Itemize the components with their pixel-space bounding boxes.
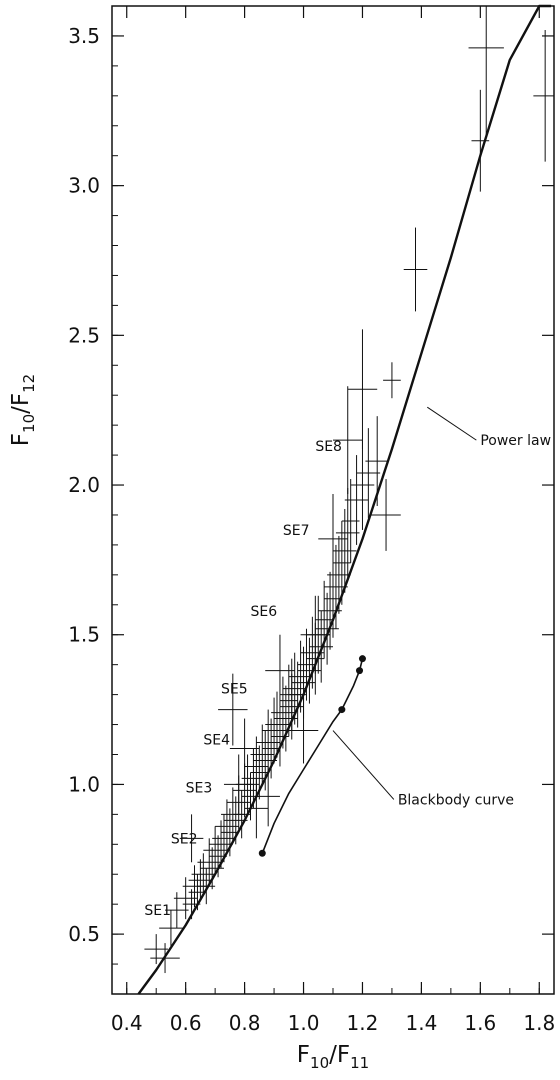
annotation-label: SE6 xyxy=(250,604,277,620)
y-tick-label: 0.5 xyxy=(68,922,100,946)
x-axis-ticks: 0.4 0.6 0.8 1.0 1.2 1.4 1.6 1.8 xyxy=(111,6,555,1035)
y-tick-label: 1.5 xyxy=(68,623,100,647)
blackbody-marker xyxy=(358,655,366,663)
measurement-point xyxy=(215,799,239,854)
measurement-errorbars xyxy=(144,6,554,974)
measurement-point xyxy=(159,910,183,947)
x-tick-label: 0.6 xyxy=(170,1011,202,1035)
measurement-point xyxy=(333,386,363,495)
measurement-point xyxy=(383,362,401,399)
measurement-point xyxy=(256,709,280,776)
annotation-label: SE4 xyxy=(203,733,230,749)
y-tick-label: 2.0 xyxy=(68,473,100,497)
y-axis-ticks: 0.5 1.0 1.5 2.0 2.5 3.0 3.5 xyxy=(68,24,554,965)
measurement-point xyxy=(271,676,295,749)
measurement-point xyxy=(297,637,322,704)
measurement-point xyxy=(318,494,348,584)
power-law-curve xyxy=(137,4,552,995)
measurement-point xyxy=(218,673,248,746)
measurement-point xyxy=(300,595,331,674)
measurement-point xyxy=(403,227,428,312)
x-tick-label: 0.8 xyxy=(229,1011,261,1035)
measurement-point xyxy=(471,89,490,192)
measurement-point xyxy=(209,820,233,869)
measurement-point xyxy=(197,838,222,887)
measurement-point xyxy=(173,877,198,920)
measurement-point xyxy=(262,697,286,764)
annotation-label: SE3 xyxy=(186,780,213,796)
measurement-point xyxy=(179,814,204,863)
measurement-point xyxy=(265,691,289,758)
annotation-leader xyxy=(332,730,395,800)
blackbody-markers xyxy=(258,655,366,857)
annotation-label: SE2 xyxy=(171,831,198,847)
x-axis-title: F10/F11 xyxy=(297,1042,369,1072)
blackbody-marker xyxy=(258,849,266,857)
measurement-point xyxy=(250,724,275,785)
measurement-point xyxy=(191,853,216,896)
y-axis-title: F10/F12 xyxy=(8,374,38,446)
measurement-point xyxy=(356,428,381,518)
measurement-point xyxy=(229,718,260,779)
x-tick-label: 1.2 xyxy=(347,1011,379,1035)
x-tick-label: 1.8 xyxy=(523,1011,555,1035)
measurement-point xyxy=(333,508,357,593)
x-tick-label: 0.4 xyxy=(111,1011,143,1035)
measurement-point xyxy=(188,859,213,902)
blackbody-marker xyxy=(338,706,346,714)
annotation-label: SE5 xyxy=(221,682,248,698)
y-tick-label: 3.0 xyxy=(68,174,100,198)
measurement-point xyxy=(344,455,369,545)
measurement-point xyxy=(223,754,254,815)
measurement-point xyxy=(315,592,339,665)
annotation-label: SE8 xyxy=(315,439,342,455)
measurement-point xyxy=(241,748,266,809)
blackbody-marker xyxy=(356,667,364,675)
measurement-point xyxy=(244,778,269,839)
model-curves xyxy=(137,4,552,995)
annotations: Power law Blackbody curve SE1 SE2 SE3 SE4 SE5 S… xyxy=(144,406,551,919)
measurement-point xyxy=(533,29,554,162)
x-tick-label: 1.0 xyxy=(288,1011,320,1035)
measurement-point xyxy=(468,6,504,138)
annotation-label: Power law xyxy=(480,433,551,449)
measurement-point xyxy=(203,826,227,875)
measurement-point xyxy=(200,847,224,890)
x-tick-label: 1.4 xyxy=(405,1011,437,1035)
measurement-point xyxy=(335,488,360,578)
y-tick-label: 2.5 xyxy=(68,323,100,347)
annotation-label: Blackbody curve xyxy=(398,792,514,808)
measurement-point xyxy=(256,766,280,827)
annotation-label: SE7 xyxy=(283,523,310,539)
y-tick-label: 3.5 xyxy=(68,24,100,48)
measurement-point xyxy=(318,571,342,650)
blackbody-curve xyxy=(261,658,364,854)
measurement-point xyxy=(144,934,168,965)
measurement-point xyxy=(265,634,295,707)
measurement-point xyxy=(347,329,378,450)
measurement-point xyxy=(350,440,375,530)
measurement-point xyxy=(212,814,236,863)
annotation-label: SE1 xyxy=(144,903,171,919)
measurement-point xyxy=(288,697,319,764)
x-tick-label: 1.6 xyxy=(464,1011,496,1035)
measurement-point xyxy=(371,479,401,551)
annotation-leader xyxy=(427,406,477,441)
y-tick-label: 1.0 xyxy=(68,772,100,796)
